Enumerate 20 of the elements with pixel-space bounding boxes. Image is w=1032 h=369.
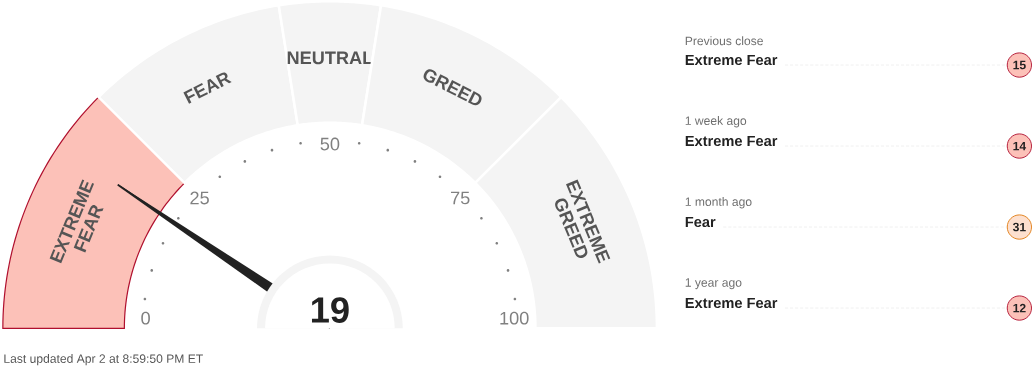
- text: Extreme Fear: [685, 55, 778, 66]
- text: 75: [451, 191, 470, 205]
- slice-label: NEUTRAL: [287, 51, 373, 65]
- text: Extreme Fear: [685, 136, 778, 147]
- text: 50: [320, 137, 340, 151]
- text: Extreme Fear: [685, 298, 778, 309]
- text: Fear: [685, 217, 716, 228]
- text: 31: [1012, 222, 1026, 232]
- text: 25: [190, 191, 209, 205]
- text: 0: [141, 311, 150, 325]
- text: 1 year ago: [685, 278, 742, 290]
- text: 19: [311, 297, 349, 324]
- text: 1 month ago: [685, 197, 752, 209]
- text: 14: [1013, 142, 1027, 151]
- text: 1 week ago: [685, 116, 747, 128]
- text: Last updated Apr 2 at 8:59:50 PM ET: [4, 354, 203, 366]
- text: 100: [500, 311, 529, 325]
- text: 12: [1013, 303, 1026, 313]
- text: 15: [1013, 60, 1026, 70]
- text: Previous close: [685, 36, 763, 46]
